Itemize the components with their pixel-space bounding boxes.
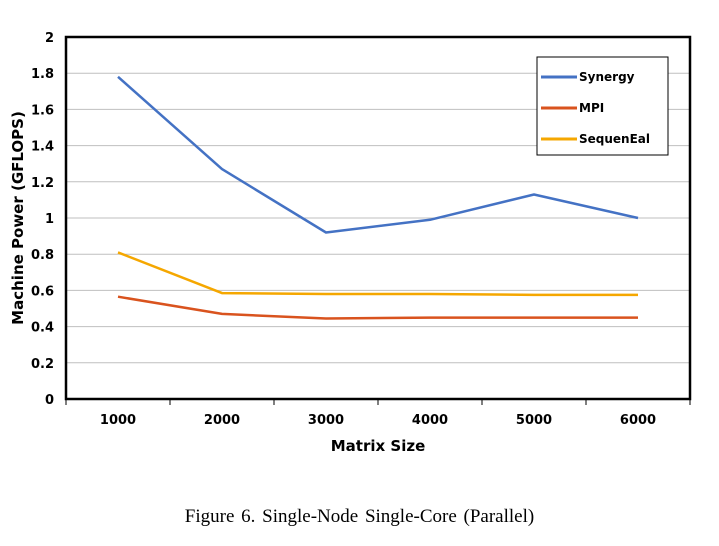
y-tick-label: 0.4 — [31, 321, 54, 336]
x-tick-label: 2000 — [204, 413, 240, 428]
x-tick-label: 4000 — [412, 413, 448, 428]
figure-caption: Figure 6. Single-Node Single-Core (Paral… — [184, 506, 535, 527]
series-lines — [117, 75, 639, 320]
legend: Synergy MPI SequenEal — [536, 56, 669, 156]
y-tick-label: 1 — [45, 212, 54, 227]
x-tick-label: 1000 — [100, 413, 136, 428]
legend-label-synergy: Synergy — [579, 70, 635, 84]
y-tick-label: 0.2 — [31, 357, 54, 372]
y-tick-label: 1.4 — [31, 140, 54, 155]
y-tick-label: 2 — [45, 31, 54, 46]
series-line-sequeneal — [117, 251, 638, 297]
series-line-mpi — [117, 295, 638, 320]
legend-label-mpi: MPI — [579, 101, 604, 115]
y-tick-label: 1.6 — [31, 103, 54, 118]
y-tick-label: 0.8 — [31, 248, 54, 263]
x-axis: 1000 2000 3000 4000 5000 6000 — [65, 399, 691, 428]
y-tick-label: 1.8 — [31, 67, 54, 82]
x-tick-label: 3000 — [308, 413, 344, 428]
y-tick-label: 0.6 — [31, 284, 54, 299]
y-axis: 0 0.2 0.4 0.6 0.8 1 1.2 1.4 1.6 1.8 2 — [31, 31, 54, 408]
y-axis-title: Machine Power (GFLOPS) — [9, 111, 27, 325]
series-line-synergy — [117, 75, 639, 234]
x-axis-title: Matrix Size — [331, 437, 426, 455]
x-tick-label: 5000 — [516, 413, 552, 428]
x-tick-label: 6000 — [620, 413, 656, 428]
y-tick-label: 0 — [45, 393, 54, 408]
legend-label-sequeneal: SequenEal — [579, 132, 650, 146]
line-chart: 1000 2000 3000 4000 5000 6000 0 0.2 0.4 0.6 0.8 1 1… — [9, 31, 692, 455]
y-tick-label: 1.2 — [31, 176, 54, 191]
